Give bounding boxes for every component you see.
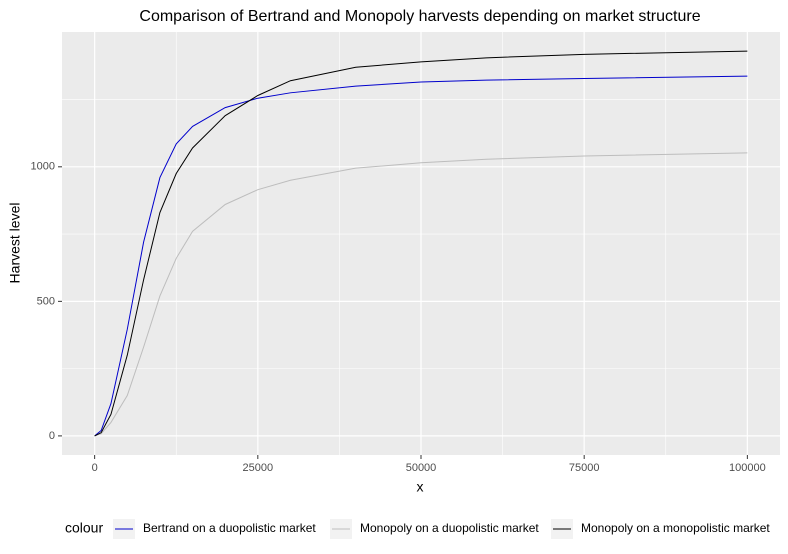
y-tick-label: 0 [49, 430, 55, 442]
series-line [94, 152, 748, 437]
x-tick-label: 0 [92, 462, 98, 474]
legend-label: Bertrand on a duopolistic market [143, 521, 316, 535]
legend-label: Monopoly on a duopolistic market [360, 521, 539, 535]
legend-label: Monopoly on a monopolistic market [581, 521, 770, 535]
x-tick-label: 50000 [406, 462, 437, 474]
y-tick-label: 1000 [31, 161, 55, 173]
x-tick-label: 75000 [569, 462, 600, 474]
y-tick-label: 500 [37, 295, 55, 307]
chart-title: Comparison of Bertrand and Monopoly harv… [139, 8, 700, 25]
y-axis-title: Harvest level [7, 203, 23, 284]
series-line [94, 75, 748, 437]
series-line [94, 50, 748, 437]
x-tick-label: 25000 [243, 462, 274, 474]
x-axis-title: x [417, 479, 424, 495]
legend-title: colour [65, 520, 103, 536]
x-tick-label: 100000 [729, 462, 766, 474]
